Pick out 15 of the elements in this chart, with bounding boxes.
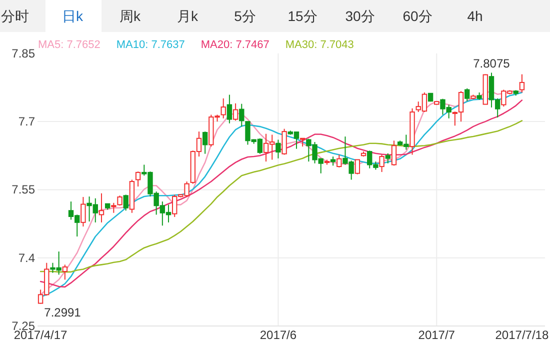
y-tick-label: 7.55 [12, 182, 36, 197]
text: MA5: 7.7652 [38, 39, 100, 51]
x-tick-label: 2017/7 [418, 328, 456, 341]
y-tick-label: 7.7 [18, 114, 36, 129]
text: MA10: 7.7637 [116, 39, 185, 51]
annotation: 7.2991 [44, 306, 82, 320]
tabs: 分时 日k 周k 月k 5分 15分 30分 60分 4h [0, 0, 550, 33]
line-series [40, 120, 523, 273]
annotation: 7.8075 [473, 56, 510, 71]
text: MA20: 7.7467 [200, 39, 270, 51]
x-tick-label: 2017/6 [260, 328, 297, 341]
text: MA30: 7.7043 [285, 39, 354, 51]
y-tick-label: 7.4 [18, 250, 36, 265]
y-tick-label: 7.85 [12, 46, 36, 60]
x-tick-label: 2017/7/18 [495, 328, 549, 341]
